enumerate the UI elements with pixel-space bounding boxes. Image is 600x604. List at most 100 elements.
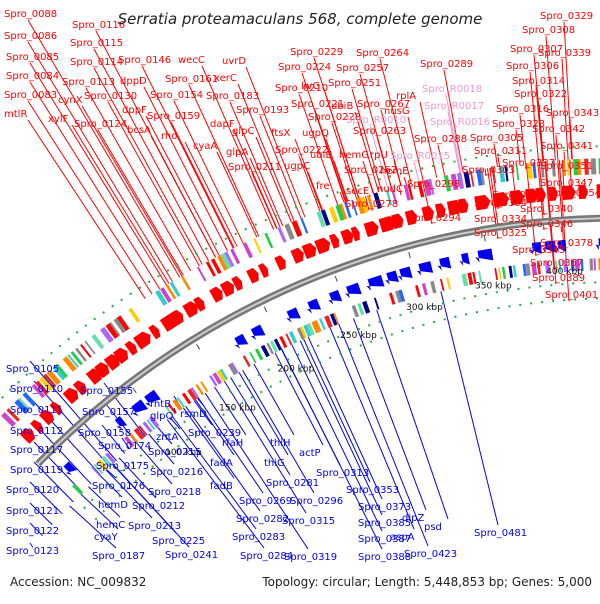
- gene-label-top[interactable]: glpA: [226, 147, 248, 158]
- gene-label-bottom[interactable]: Spro_0218: [148, 487, 201, 498]
- gene-label-top[interactable]: xylF: [48, 114, 69, 125]
- gene-label-top[interactable]: Spro_0367: [530, 258, 583, 269]
- gene-label-top[interactable]: glpC: [232, 126, 254, 137]
- gene-label-bottom[interactable]: Spro_0373: [358, 502, 411, 513]
- gene-label-top[interactable]: Spro_0288: [414, 134, 467, 145]
- gene-label-top[interactable]: Spro_0325: [474, 228, 527, 239]
- gene-label-top[interactable]: ubiB: [331, 101, 353, 112]
- gene-label-bottom[interactable]: Spro_0117: [10, 445, 63, 456]
- gene-label-top[interactable]: Spro_0343: [546, 108, 599, 119]
- gene-label-top[interactable]: hemG: [339, 150, 369, 161]
- gene-label-bottom[interactable]: cyaY: [94, 532, 119, 543]
- gene-label-top[interactable]: Spro_0345: [512, 245, 565, 256]
- gene-label-bottom[interactable]: Spro_0353: [346, 485, 399, 496]
- gene-label-bottom[interactable]: Spro_0423: [404, 549, 457, 560]
- gene-label-top[interactable]: cyaA: [193, 141, 218, 152]
- gene-label-top[interactable]: mtlR: [4, 109, 27, 120]
- gene-label-bottom[interactable]: Spro_0157: [82, 407, 135, 418]
- gene-label-top[interactable]: Spro_0264: [356, 48, 409, 59]
- gene-label-top[interactable]: Spro_R0017: [424, 101, 484, 112]
- gene-label-top[interactable]: Spro_0289: [420, 59, 473, 70]
- gene-label-top[interactable]: ftsX: [271, 128, 290, 139]
- gene-label-bottom[interactable]: Spro_0175: [96, 461, 149, 472]
- gene-label-bottom[interactable]: Spro_0281: [266, 478, 319, 489]
- gene-label-bottom[interactable]: Spro_0481: [474, 528, 527, 539]
- gene-label-bottom[interactable]: Spro_0119: [10, 465, 63, 476]
- gene-label-bottom[interactable]: dipZ: [402, 513, 424, 524]
- gene-label-top[interactable]: Spro_0298: [407, 179, 460, 190]
- gene-label-bottom[interactable]: actP: [299, 448, 321, 459]
- gene-label-top[interactable]: Spro_0334: [474, 214, 527, 225]
- gene-label-bottom[interactable]: Spro_0112: [10, 426, 63, 437]
- gene-label-bottom[interactable]: glpQ: [150, 411, 173, 422]
- gene-label-bottom[interactable]: Spro_0123: [6, 546, 59, 557]
- gene-label-top[interactable]: Spro_0257: [336, 63, 389, 74]
- gene-label-top[interactable]: Spro_R0010: [346, 115, 406, 126]
- gene-label-bottom[interactable]: Spro_0283: [232, 532, 285, 543]
- gene-label-top[interactable]: Spro_0086: [4, 31, 57, 42]
- gene-label-top[interactable]: Spro_0294: [408, 213, 461, 224]
- gene-label-top[interactable]: Spro_0354: [548, 188, 600, 199]
- gene-label-bottom[interactable]: Spro_0313: [316, 468, 369, 479]
- gene-label-top[interactable]: xerC: [214, 73, 237, 84]
- gene-label-top[interactable]: uvrD: [222, 56, 246, 67]
- gene-label-bottom[interactable]: rfaH: [222, 438, 243, 449]
- gene-label-bottom[interactable]: Spro_0120: [6, 485, 59, 496]
- gene-label-bottom[interactable]: hemC: [96, 520, 125, 531]
- gene-label-top[interactable]: bcsA: [127, 125, 151, 136]
- gene-label-bottom[interactable]: Spro_0174: [98, 441, 151, 452]
- gene-label-bottom[interactable]: Spro_0319: [284, 552, 337, 563]
- gene-label-bottom[interactable]: Spro_0213: [128, 521, 181, 532]
- gene-label-top[interactable]: Spro_0401: [545, 290, 598, 301]
- gene-label-top[interactable]: secE: [346, 186, 369, 197]
- gene-label-top[interactable]: Spro_0322: [514, 89, 567, 100]
- gene-label-top[interactable]: Spro_0339: [538, 48, 591, 59]
- gene-label-bottom[interactable]: Spro_0315: [282, 516, 335, 527]
- gene-label-top[interactable]: Spro_0251: [328, 78, 381, 89]
- gene-label-bottom[interactable]: Spro_0122: [6, 526, 59, 537]
- gene-label-top[interactable]: Spro_R0018: [422, 84, 482, 95]
- gene-label-top[interactable]: wecC: [178, 55, 205, 66]
- gene-label-bottom[interactable]: Spro_0241: [165, 550, 218, 561]
- gene-label-top[interactable]: Spro_R0016: [430, 117, 490, 128]
- gene-label-bottom[interactable]: Spro_0216: [150, 467, 203, 478]
- gene-label-bottom[interactable]: Spro_0158: [78, 428, 131, 439]
- gene-label-top[interactable]: Spro_0183: [206, 91, 259, 102]
- gene-label-top[interactable]: Spro_0146: [118, 55, 171, 66]
- gene-label-top[interactable]: Spro_0229: [290, 47, 343, 58]
- gene-label-top[interactable]: Spro_0314: [512, 76, 565, 87]
- gene-label-top[interactable]: Spro_0303: [462, 165, 515, 176]
- gene-label-top[interactable]: Spro_0340: [520, 204, 573, 215]
- gene-label-top[interactable]: Spro_0193: [236, 105, 289, 116]
- gene-label-bottom[interactable]: Spro_0212: [132, 501, 185, 512]
- gene-label-top[interactable]: Spro_0316: [496, 104, 549, 115]
- gene-label-top[interactable]: Spro_0346: [520, 219, 573, 230]
- gene-label-bottom[interactable]: Spro_0215: [148, 447, 201, 458]
- gene-label-top[interactable]: Spro_0342: [532, 124, 585, 135]
- gene-label-bottom[interactable]: Spro_0225: [152, 536, 205, 547]
- gene-label-top[interactable]: Spro_0224: [278, 62, 331, 73]
- gene-label-bottom[interactable]: Spro_0269: [239, 496, 292, 507]
- gene-label-bottom[interactable]: Spro_0176: [92, 481, 145, 492]
- gene-label-top[interactable]: dppD: [120, 76, 147, 87]
- gene-label-top[interactable]: Spro_0389: [532, 273, 585, 284]
- gene-label-bottom[interactable]: fadA: [210, 458, 233, 469]
- gene-label-bottom[interactable]: Spro_0111: [10, 405, 63, 416]
- gene-label-top[interactable]: Spro_0114: [70, 57, 123, 68]
- gene-label-top[interactable]: Spro_0113: [62, 77, 115, 88]
- gene-label-top[interactable]: Spro_0154: [150, 90, 203, 101]
- gene-label-bottom[interactable]: hemD: [98, 500, 128, 511]
- gene-label-bottom[interactable]: Spro_0296: [290, 496, 343, 507]
- gene-label-top[interactable]: Spro_0083: [4, 90, 57, 101]
- gene-label-bottom[interactable]: fadB: [210, 481, 233, 492]
- gene-label-bottom[interactable]: psd: [424, 522, 442, 533]
- gene-label-top[interactable]: Spro_0124: [74, 119, 127, 130]
- gene-label-top[interactable]: Spro_0159: [147, 111, 200, 122]
- gene-label-top[interactable]: ubiE: [310, 150, 332, 161]
- gene-label-top[interactable]: Spro_0263: [353, 126, 406, 137]
- gene-label-bottom[interactable]: Spro_0187: [92, 551, 145, 562]
- gene-label-top[interactable]: ugpQ: [302, 128, 329, 139]
- gene-label-top[interactable]: rpU: [370, 150, 388, 161]
- gene-label-bottom[interactable]: aspA: [390, 532, 415, 543]
- gene-label-bottom[interactable]: rsmD: [180, 409, 207, 420]
